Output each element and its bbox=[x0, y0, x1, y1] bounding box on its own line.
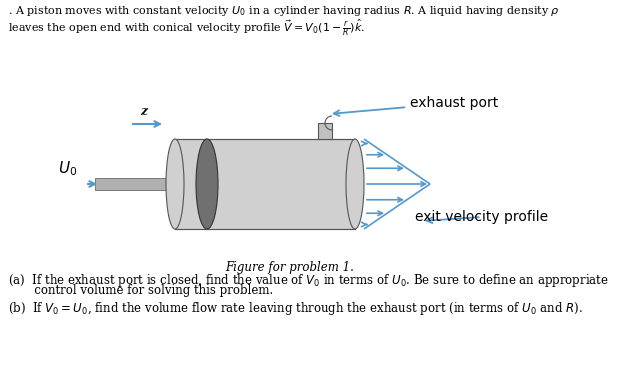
Text: . A piston moves with constant velocity $U_0$ in a cylinder having radius $R$. A: . A piston moves with constant velocity … bbox=[8, 4, 560, 18]
Text: (a)  If the exhaust port is closed, find the value of $V_0$ in terms of $U_0$. B: (a) If the exhaust port is closed, find … bbox=[8, 272, 609, 289]
Ellipse shape bbox=[196, 139, 218, 229]
Text: leaves the open end with conical velocity profile $\vec{V} = V_0(1 - \frac{r}{R}: leaves the open end with conical velocit… bbox=[8, 17, 365, 38]
Ellipse shape bbox=[346, 139, 364, 229]
Text: exit velocity profile: exit velocity profile bbox=[415, 210, 548, 224]
Bar bbox=[95, 178, 179, 190]
Text: exhaust port: exhaust port bbox=[334, 96, 498, 116]
Text: control volume for solving this problem.: control volume for solving this problem. bbox=[8, 284, 273, 297]
Ellipse shape bbox=[166, 139, 184, 229]
Text: $U_0$: $U_0$ bbox=[57, 159, 77, 178]
Text: Figure for problem 1.: Figure for problem 1. bbox=[226, 261, 355, 274]
Bar bbox=[175, 139, 355, 229]
Text: z: z bbox=[140, 105, 147, 118]
Bar bbox=[318, 123, 332, 139]
Text: (b)  If $V_0 = U_0$, find the volume flow rate leaving through the exhaust port : (b) If $V_0 = U_0$, find the volume flow… bbox=[8, 300, 582, 317]
